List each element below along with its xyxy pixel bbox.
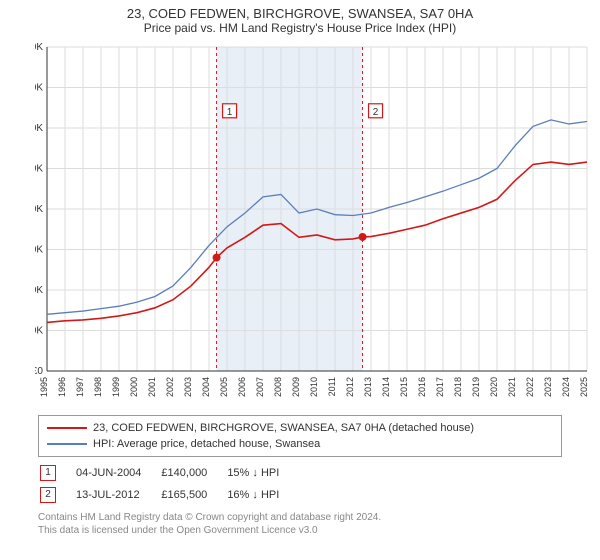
x-tick-label: 2003 <box>183 377 193 397</box>
y-tick-label: £200K <box>35 204 43 215</box>
x-tick-label: 1999 <box>111 377 121 397</box>
sale-dot <box>213 254 221 262</box>
y-tick-label: £50K <box>35 326 43 337</box>
legend-label: HPI: Average price, detached house, Swan… <box>93 438 320 450</box>
x-tick-label: 2011 <box>327 377 337 396</box>
sale-badge-number: 1 <box>227 107 233 118</box>
legend: 23, COED FEDWEN, BIRCHGROVE, SWANSEA, SA… <box>38 415 562 457</box>
sale-date: 04-JUN-2004 <box>76 463 159 483</box>
chart-container: 23, COED FEDWEN, BIRCHGROVE, SWANSEA, SA… <box>0 0 600 560</box>
x-tick-label: 2004 <box>201 377 211 397</box>
legend-row: 23, COED FEDWEN, BIRCHGROVE, SWANSEA, SA… <box>47 420 553 436</box>
x-tick-label: 2016 <box>417 377 427 397</box>
x-tick-label: 2012 <box>345 377 355 397</box>
x-tick-label: 2008 <box>273 377 283 397</box>
sale-delta: 15% ↓ HPI <box>227 463 297 483</box>
legend-row: HPI: Average price, detached house, Swan… <box>47 436 553 452</box>
y-tick-label: £150K <box>35 245 43 256</box>
sales-row: 2 13-JUL-2012£165,50016% ↓ HPI <box>40 485 297 505</box>
y-tick-label: £250K <box>35 164 43 175</box>
y-tick-label: £300K <box>35 123 43 134</box>
x-tick-label: 2022 <box>525 377 535 397</box>
x-tick-label: 2007 <box>255 377 265 397</box>
y-tick-label: £100K <box>35 285 43 296</box>
chart-subtitle: Price paid vs. HM Land Registry's House … <box>0 21 600 41</box>
x-tick-label: 2006 <box>237 377 247 397</box>
y-tick-label: £350K <box>35 83 43 94</box>
x-tick-label: 2019 <box>471 377 481 397</box>
x-tick-label: 1995 <box>39 377 49 397</box>
sale-row-badge: 2 <box>40 487 56 503</box>
x-tick-label: 2018 <box>453 377 463 397</box>
sale-dot <box>359 233 367 241</box>
x-tick-label: 1996 <box>57 377 67 397</box>
x-tick-label: 2009 <box>291 377 301 397</box>
sale-date: 13-JUL-2012 <box>76 485 159 505</box>
x-tick-label: 2021 <box>507 377 517 397</box>
footer-line-1: Contains HM Land Registry data © Crown c… <box>38 511 562 524</box>
chart-svg: £0 £50K £100K £150K £200K £250K £300K £350K £400… <box>35 41 595 411</box>
x-tick-label: 1998 <box>93 377 103 397</box>
sales-row: 1 04-JUN-2004£140,00015% ↓ HPI <box>40 463 297 483</box>
x-tick-label: 2024 <box>561 377 571 397</box>
sales-table: 1 04-JUN-2004£140,00015% ↓ HPI 2 13-JUL-201… <box>38 461 299 507</box>
legend-label: 23, COED FEDWEN, BIRCHGROVE, SWANSEA, SA… <box>93 422 474 434</box>
y-tick-label: £400K <box>35 42 43 53</box>
sale-price: £165,500 <box>161 485 225 505</box>
footer: Contains HM Land Registry data © Crown c… <box>38 511 562 537</box>
chart-title: 23, COED FEDWEN, BIRCHGROVE, SWANSEA, SA… <box>0 0 600 21</box>
sale-badge-number: 2 <box>373 107 379 118</box>
legend-swatch <box>47 443 87 445</box>
x-tick-label: 2020 <box>489 377 499 397</box>
x-tick-label: 2025 <box>579 377 589 397</box>
x-tick-label: 1997 <box>75 377 85 397</box>
x-tick-label: 2014 <box>381 377 391 397</box>
legend-swatch <box>47 427 87 429</box>
x-tick-label: 2010 <box>309 377 319 397</box>
x-tick-label: 2015 <box>399 377 409 397</box>
x-tick-label: 2001 <box>147 377 157 397</box>
x-tick-label: 2005 <box>219 377 229 397</box>
sale-row-badge: 1 <box>40 465 56 481</box>
sale-delta: 16% ↓ HPI <box>227 485 297 505</box>
y-tick-label: £0 <box>35 366 43 377</box>
x-tick-label: 2000 <box>129 377 139 397</box>
x-tick-label: 2017 <box>435 377 445 397</box>
x-tick-label: 2013 <box>363 377 373 397</box>
sale-price: £140,000 <box>161 463 225 483</box>
chart-plot-area: £0 £50K £100K £150K £200K £250K £300K £350K £400… <box>35 41 595 411</box>
footer-line-2: This data is licensed under the Open Gov… <box>38 524 562 537</box>
x-tick-label: 2002 <box>165 377 175 397</box>
x-tick-label: 2023 <box>543 377 553 397</box>
